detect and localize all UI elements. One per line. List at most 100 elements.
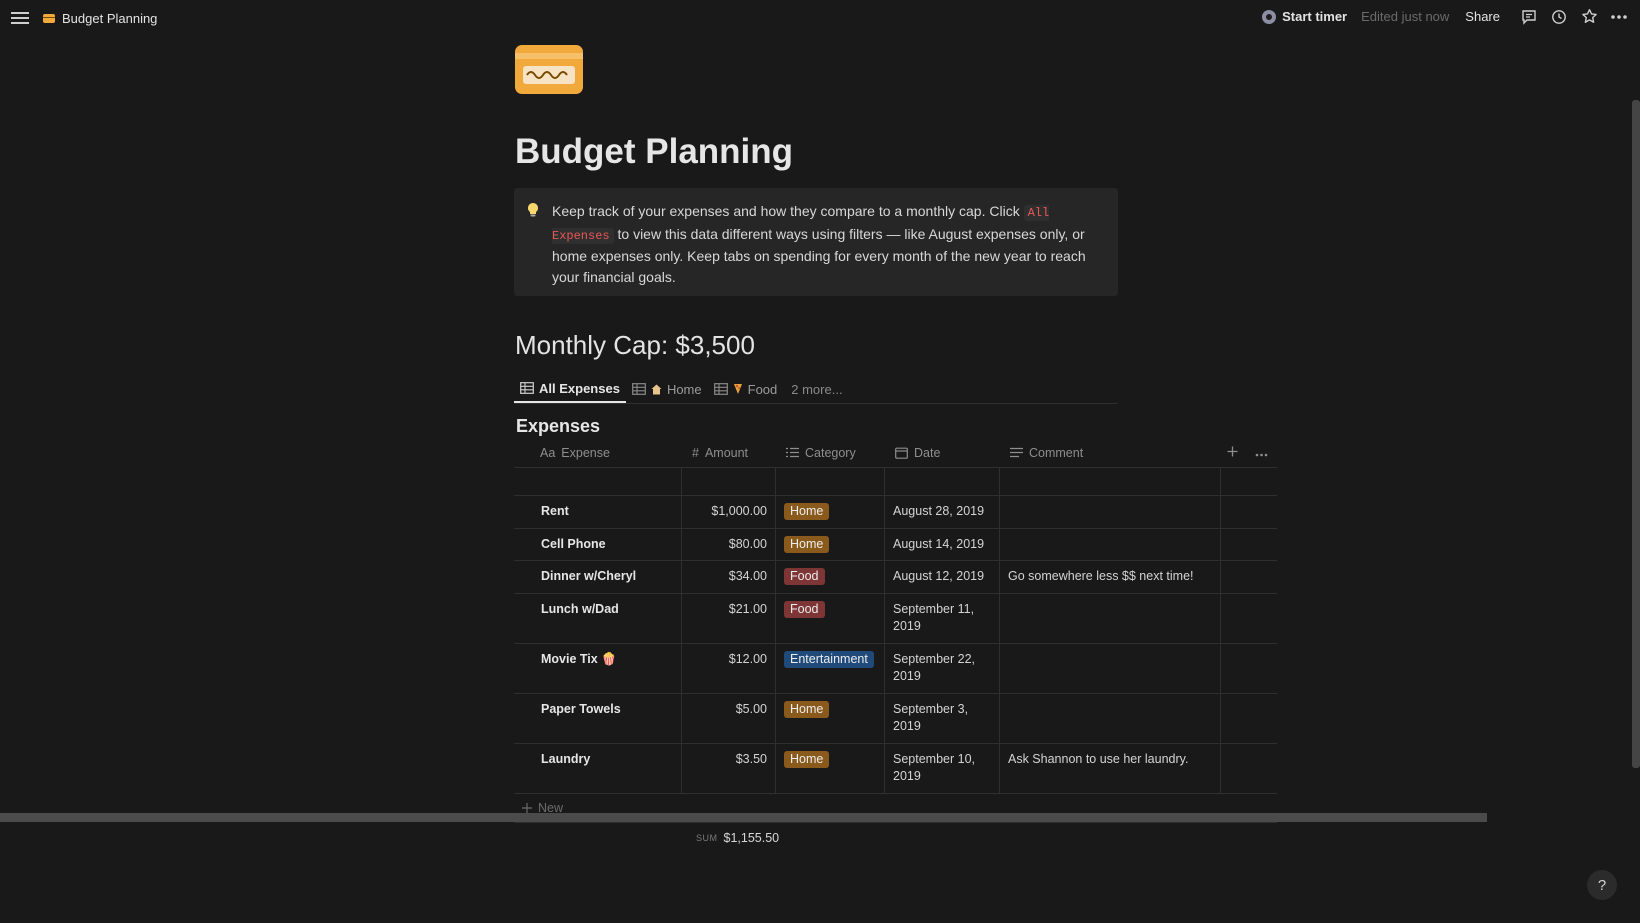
number-hash-icon: #: [692, 445, 699, 460]
more-options-icon[interactable]: [1604, 14, 1634, 20]
column-label: Comment: [1029, 445, 1084, 460]
amount-cell[interactable]: $1,000.00: [682, 496, 776, 528]
category-cell[interactable]: Home: [776, 528, 885, 560]
amount-cell[interactable]: $3.50: [682, 743, 776, 793]
favorite-star-icon[interactable]: [1574, 8, 1604, 25]
category-cell[interactable]: Entertainment: [776, 643, 885, 693]
table-view-icon: [632, 383, 646, 395]
tab-food[interactable]: Food: [708, 375, 784, 403]
comment-cell[interactable]: [1000, 593, 1221, 643]
callout-text-part: to view this data different ways using f…: [552, 225, 1086, 285]
tab-label: Home: [666, 381, 702, 397]
table-row: Rent $1,000.00 Home August 28, 2019: [514, 496, 1277, 529]
table-more-options-icon[interactable]: [1255, 446, 1268, 460]
date-cell[interactable]: September 11, 2019: [885, 593, 1000, 643]
date-cell[interactable]: August 14, 2019: [885, 528, 1000, 560]
category-cell[interactable]: Home: [776, 693, 885, 743]
expense-cell[interactable]: Lunch w/Dad: [514, 593, 682, 643]
breadcrumb[interactable]: Budget Planning: [43, 11, 157, 26]
column-header-comment[interactable]: Comment: [1000, 438, 1221, 467]
table-cell: [1221, 594, 1277, 643]
table-cell: [1221, 496, 1277, 528]
tab-home[interactable]: Home: [626, 375, 708, 403]
tab-all-expenses[interactable]: All Expenses: [514, 375, 626, 403]
more-views-button[interactable]: 2 more...: [791, 381, 843, 397]
house-icon: [651, 384, 662, 394]
database-title[interactable]: Expenses: [516, 416, 601, 436]
expense-cell[interactable]: Cell Phone: [514, 528, 682, 560]
start-timer-label: Start timer: [1282, 9, 1348, 24]
callout-text-part: Keep track of your expenses and how they…: [552, 203, 1024, 219]
table-cell: [1221, 644, 1277, 693]
table-view-icon: [713, 383, 728, 395]
table-cell[interactable]: [682, 468, 776, 495]
amount-cell[interactable]: $80.00: [682, 528, 776, 560]
text-lines-icon: [1010, 447, 1023, 458]
comment-cell[interactable]: [1000, 528, 1221, 560]
column-header-category[interactable]: Category: [776, 438, 885, 467]
column-header-date[interactable]: Date: [885, 438, 1000, 467]
category-tag: Home: [784, 700, 830, 718]
table-row: Dinner w/Cheryl $34.00 Food August 12, 2…: [514, 561, 1277, 594]
amount-cell[interactable]: $12.00: [682, 643, 776, 693]
date-cell[interactable]: August 28, 2019: [885, 496, 1000, 528]
edited-status: Edited just now: [1361, 9, 1450, 24]
start-timer-button[interactable]: Start timer: [1262, 9, 1347, 24]
comment-cell[interactable]: [1000, 496, 1221, 528]
table-cell[interactable]: [776, 468, 885, 495]
comment-cell[interactable]: Ask Shannon to use her laundry.: [1000, 743, 1221, 793]
sidebar-toggle-icon[interactable]: [10, 9, 30, 29]
add-column-plus-icon[interactable]: [1227, 446, 1238, 460]
timer-icon: [1262, 9, 1277, 24]
column-actions: [1221, 438, 1277, 467]
table-cell: [1221, 468, 1277, 495]
calendar-icon: [895, 447, 908, 459]
amount-cell[interactable]: $5.00: [682, 693, 776, 743]
table-row-empty: [514, 468, 1277, 496]
comment-cell[interactable]: [1000, 693, 1221, 743]
column-header-expense[interactable]: Aa Expense: [514, 438, 682, 467]
calculation-row[interactable]: SUM $1,155.50: [514, 823, 1277, 853]
category-tag: Home: [784, 535, 830, 553]
help-button[interactable]: ?: [1587, 870, 1617, 900]
credit-card-icon: [43, 14, 55, 23]
table-cell[interactable]: [1000, 468, 1221, 495]
table-cell[interactable]: [885, 468, 1000, 495]
table-cell: [1221, 529, 1277, 561]
table-header: Aa Expense # Amount Category Date Commen…: [514, 438, 1277, 468]
share-button[interactable]: Share: [1465, 9, 1500, 24]
expense-cell[interactable]: Laundry: [514, 743, 682, 793]
tab-label: All Expenses: [539, 380, 620, 396]
expenses-table: Aa Expense # Amount Category Date Commen…: [514, 438, 1277, 853]
category-cell[interactable]: Food: [776, 593, 885, 643]
table-row: Lunch w/Dad $21.00 Food September 11, 20…: [514, 593, 1277, 644]
new-row-button[interactable]: New: [514, 794, 1277, 823]
page-icon-credit-card-icon[interactable]: [515, 45, 583, 99]
comment-cell[interactable]: [1000, 643, 1221, 693]
table-row: Movie Tix 🍿 $12.00 Entertainment Septemb…: [514, 643, 1277, 694]
vertical-scrollbar[interactable]: [1632, 100, 1640, 768]
expense-cell[interactable]: Rent: [514, 496, 682, 528]
table-cell[interactable]: [514, 468, 682, 495]
category-cell[interactable]: Food: [776, 561, 885, 593]
date-cell[interactable]: August 12, 2019: [885, 561, 1000, 593]
expense-cell[interactable]: Movie Tix 🍿: [514, 643, 682, 693]
column-header-amount[interactable]: # Amount: [682, 438, 776, 467]
food-icon: [733, 384, 742, 394]
horizontal-scrollbar[interactable]: [0, 813, 1487, 822]
table-row: Cell Phone $80.00 Home August 14, 2019: [514, 528, 1277, 561]
expense-cell[interactable]: Paper Towels: [514, 693, 682, 743]
date-cell[interactable]: September 10, 2019: [885, 743, 1000, 793]
history-clock-icon[interactable]: [1544, 9, 1574, 25]
amount-cell[interactable]: $21.00: [682, 593, 776, 643]
amount-cell[interactable]: $34.00: [682, 561, 776, 593]
category-cell[interactable]: Home: [776, 743, 885, 793]
expense-cell[interactable]: Dinner w/Cheryl: [514, 561, 682, 593]
comment-cell[interactable]: Go somewhere less $$ next time!: [1000, 561, 1221, 593]
category-cell[interactable]: Home: [776, 496, 885, 528]
date-cell[interactable]: September 22, 2019: [885, 643, 1000, 693]
table-row: Laundry $3.50 Home September 10, 2019 As…: [514, 743, 1277, 794]
comments-icon[interactable]: [1514, 9, 1544, 25]
date-cell[interactable]: September 3, 2019: [885, 693, 1000, 743]
column-label: Category: [805, 445, 856, 460]
